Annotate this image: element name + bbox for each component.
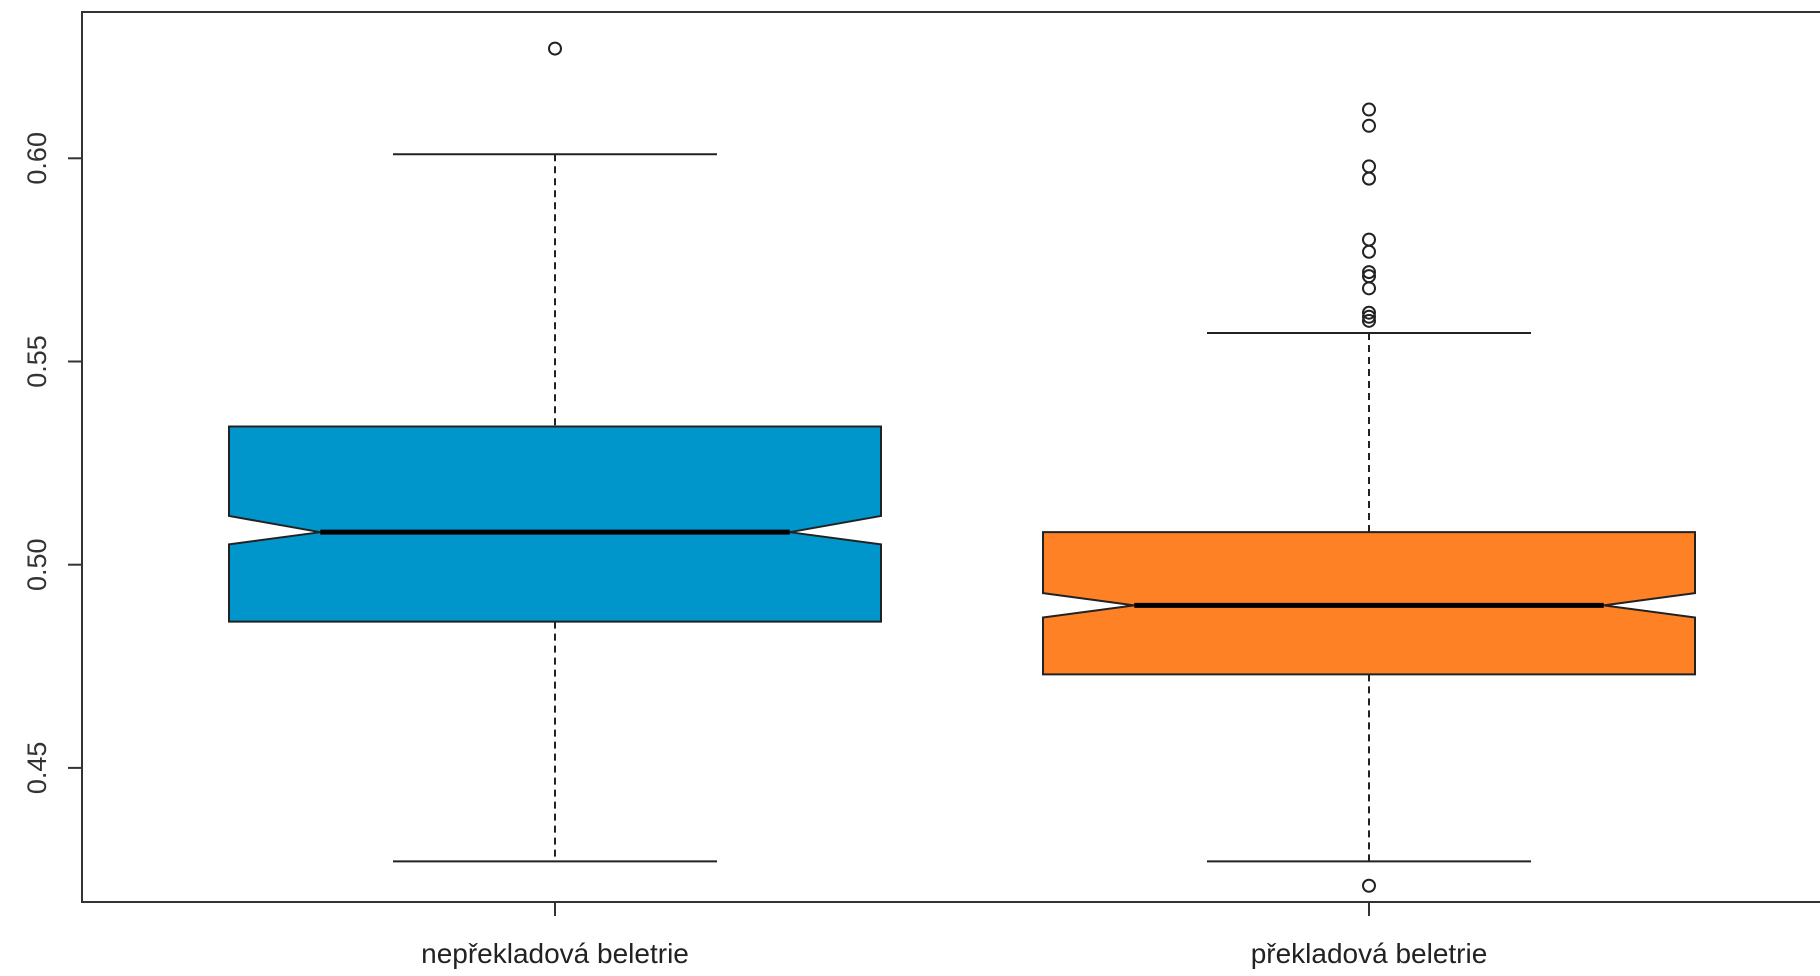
outlier-point [1362, 878, 1376, 893]
outlier-point [1362, 305, 1376, 320]
plot-frame [81, 11, 1820, 903]
y-tick-label: 0.55 [22, 335, 52, 388]
outlier-point [1362, 244, 1376, 259]
outlier-point [548, 41, 562, 56]
outlier-point [1362, 232, 1376, 247]
x-tick-label: nepřekladová beletrie [421, 938, 689, 969]
outlier-point [1362, 269, 1376, 284]
outlier-point [1362, 313, 1376, 328]
y-tick-label: 0.50 [22, 538, 52, 591]
x-tick-label: překladová beletrie [1251, 938, 1488, 969]
outlier-point [1362, 102, 1376, 117]
outlier-point [1362, 118, 1376, 133]
x-axis: nepřekladová beletrie překladová beletrie [421, 902, 1487, 969]
y-tick-label: 0.60 [22, 132, 52, 185]
y-tick-label: 0.45 [22, 742, 52, 795]
outlier-point [1362, 281, 1376, 296]
outlier-point [1362, 309, 1376, 324]
outlier-point [1362, 159, 1376, 174]
box-group [228, 41, 882, 863]
outlier-point [1362, 171, 1376, 186]
plot-area [81, 11, 1820, 903]
outlier-point [1362, 265, 1376, 280]
notched-box [228, 425, 882, 623]
y-axis: 0.45 0.50 0.55 0.60 [22, 132, 82, 794]
box-group [1042, 102, 1696, 893]
